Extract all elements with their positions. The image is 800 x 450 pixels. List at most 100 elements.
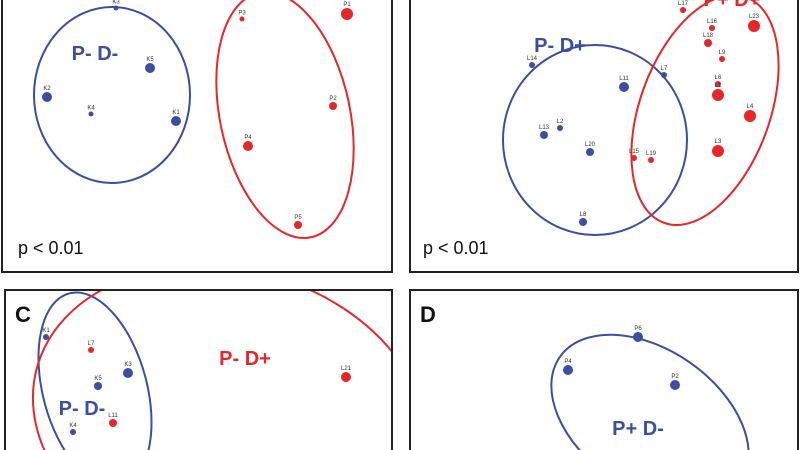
point — [744, 110, 756, 122]
group-label: P+ D+ — [704, 0, 761, 11]
point — [631, 155, 637, 161]
point-label: L18 — [703, 33, 714, 39]
point-label: L14 — [527, 56, 538, 62]
panel-frame — [409, 289, 799, 450]
group-label: P- D- — [59, 398, 106, 420]
point — [42, 92, 52, 102]
point-label: L3 — [715, 139, 722, 145]
panel-label: C — [15, 302, 31, 327]
point — [529, 62, 535, 68]
point — [113, 5, 119, 11]
point-label: K4 — [69, 423, 77, 429]
group-label: P+ D- — [612, 418, 664, 440]
point — [715, 81, 721, 87]
point — [341, 8, 353, 20]
point-label: K1 — [172, 110, 180, 116]
point — [709, 25, 715, 31]
point — [239, 16, 245, 22]
point-label: L8 — [580, 212, 587, 218]
point-label: L2 — [557, 119, 564, 125]
point — [557, 125, 563, 131]
point — [294, 221, 302, 229]
point — [586, 148, 594, 156]
point — [619, 82, 629, 92]
p-value: p < 0.01 — [18, 238, 84, 258]
point-label: L16 — [707, 19, 718, 25]
point — [648, 157, 654, 163]
group-ellipse — [37, 291, 153, 450]
point — [171, 116, 181, 126]
point — [123, 368, 133, 378]
point — [719, 56, 725, 62]
point — [88, 347, 94, 353]
point — [341, 372, 351, 382]
point-label: L7 — [661, 66, 668, 72]
p-value: p < 0.01 — [423, 238, 489, 258]
point-label: L17 — [678, 1, 689, 7]
group-ellipse — [215, 0, 355, 240]
panel-frame — [4, 289, 393, 450]
point — [661, 72, 667, 78]
point-label: P2 — [671, 374, 679, 380]
point-label: L19 — [646, 151, 657, 157]
panel: K1L7K5K3L21L11K4L14P- D-P- D+C — [15, 290, 392, 450]
point — [243, 141, 253, 151]
group-label: P- D- — [72, 43, 119, 65]
point-label: L9 — [719, 50, 726, 56]
group-ellipse — [502, 44, 688, 236]
point-label: L21 — [341, 366, 352, 372]
point — [94, 382, 102, 390]
group-ellipse — [630, 0, 780, 226]
point — [670, 380, 680, 390]
point-label: P4 — [244, 135, 252, 141]
point-label: L11 — [108, 413, 118, 419]
point-label: K3 — [112, 0, 120, 6]
panel-frame — [1, 0, 393, 273]
point — [704, 39, 712, 47]
point-label: P5 — [294, 215, 302, 221]
point-label: K2 — [43, 86, 51, 92]
point-label: L13 — [539, 125, 550, 131]
panel-label: D — [420, 302, 436, 327]
point-label: K4 — [87, 106, 95, 112]
panel: K3 K5 K2 K4 K1 P3 P1 P2 P4 P5 P- D-p < 0.01 — [18, 0, 355, 258]
point-label: P2 — [329, 96, 337, 102]
point — [633, 332, 643, 342]
point-label: P3 — [238, 11, 246, 17]
panel: L17 L16 L23 L18 L9 L14 L7 L11 L6 L1 L4 L2 L13 L20 L15 L… — [423, 0, 780, 258]
group-ellipse — [31, 290, 392, 450]
point-label: K3 — [124, 362, 132, 368]
point — [43, 334, 49, 340]
point-label: K5 — [94, 376, 102, 382]
group-label: P- D+ — [534, 35, 586, 57]
point — [329, 102, 337, 110]
point-label: K1 — [42, 328, 50, 334]
group-label: P- D+ — [219, 348, 271, 370]
point-label: P6 — [634, 326, 642, 332]
point — [712, 89, 724, 101]
point — [88, 111, 94, 117]
point — [579, 218, 587, 226]
panel-frame — [409, 0, 799, 273]
point-label: L7 — [88, 341, 95, 347]
point-label: L20 — [585, 142, 596, 148]
point — [109, 419, 117, 427]
point-label: L11 — [619, 76, 629, 82]
group-ellipse — [33, 6, 191, 184]
point-label: P1 — [343, 2, 351, 8]
point-label: L23 — [749, 14, 760, 20]
point-label: L4 — [747, 104, 754, 110]
point — [712, 145, 724, 157]
point — [563, 365, 573, 375]
point — [748, 20, 760, 32]
point-label: L6 — [715, 75, 722, 81]
point-label: K5 — [146, 57, 154, 63]
point-label: L1 — [715, 83, 722, 89]
group-ellipse — [550, 333, 750, 450]
point — [70, 429, 76, 435]
panel: P6 P4 P2 P+ D- D — [420, 302, 750, 450]
point — [680, 7, 686, 13]
point — [145, 63, 155, 73]
point — [540, 131, 548, 139]
